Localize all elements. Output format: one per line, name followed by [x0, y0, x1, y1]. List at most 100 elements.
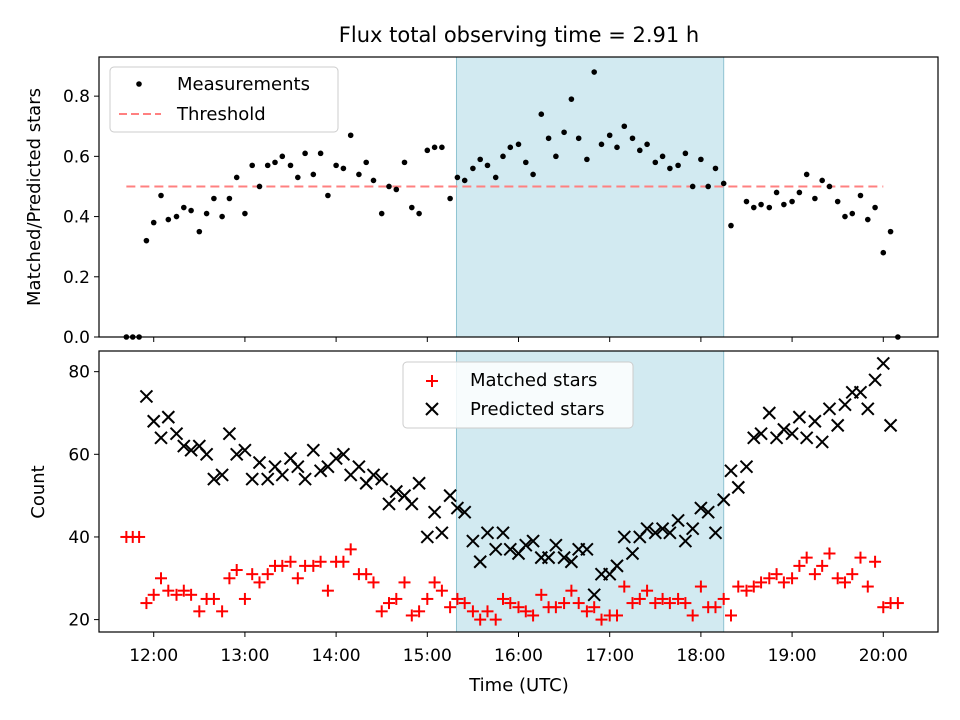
- matched-stars-point: [641, 584, 654, 597]
- predicted-stars-point: [291, 459, 305, 474]
- predicted-stars-point: [617, 530, 631, 544]
- matched-stars-point: [686, 609, 699, 622]
- matched-stars-point: [177, 584, 190, 597]
- predicted-stars-point: [199, 447, 214, 462]
- measurements-point: [340, 165, 347, 172]
- ratio-legend: Measurements Threshold: [109, 66, 339, 133]
- predicted-stars-point: [762, 406, 776, 420]
- matched-stars-point: [732, 580, 745, 593]
- matched-stars-point: [595, 613, 608, 626]
- matched-stars-point: [428, 576, 441, 589]
- matched-stars-point: [367, 576, 380, 589]
- measurements-point: [781, 201, 787, 208]
- matched-stars-point: [558, 597, 571, 610]
- matched-stars-point: [694, 580, 707, 593]
- matched-stars-point: [777, 576, 790, 589]
- ratio-y-tick-label: 0.4: [63, 208, 90, 228]
- measurements-point: [705, 183, 711, 190]
- predicted-stars-point: [876, 356, 890, 371]
- matched-stars-point: [572, 597, 585, 610]
- measurements-point: [295, 174, 301, 181]
- predicted-stars-point: [564, 555, 579, 569]
- matched-stars-point: [588, 601, 601, 614]
- measurements-point: [484, 162, 491, 169]
- predicted-stars-point: [161, 410, 176, 424]
- matched-stars-point: [724, 609, 737, 622]
- count-x-tick-label: 19:00: [768, 646, 817, 666]
- count-x-tick-label: 14:00: [312, 646, 361, 666]
- matched-stars-point: [337, 555, 350, 568]
- measurements-point: [401, 159, 408, 166]
- count-x-tick-label: 16:00: [494, 646, 543, 666]
- measurements-point: [812, 195, 818, 202]
- measurements-point: [689, 183, 696, 190]
- predicted-stars-point: [405, 497, 419, 511]
- measurements-point: [378, 210, 385, 217]
- matched-stars-point: [717, 592, 730, 605]
- ratio-y-tick-label: 0.8: [63, 87, 90, 107]
- matched-stars-point: [869, 555, 882, 568]
- measurements-point: [310, 171, 317, 178]
- measurements-point: [188, 207, 194, 214]
- predicted-stars-point: [747, 431, 761, 445]
- measurements-point: [196, 228, 203, 235]
- legend-predicted-label: Predicted stars: [470, 399, 604, 420]
- measurements-point: [264, 162, 271, 169]
- matched-stars-point: [763, 572, 776, 585]
- matched-stars-point: [831, 572, 844, 585]
- predicted-stars-point: [352, 459, 366, 474]
- matched-stars-point: [314, 555, 327, 568]
- matched-stars-point: [375, 605, 388, 618]
- matched-stars-point: [405, 609, 418, 622]
- matched-stars-point: [435, 584, 448, 597]
- predicted-stars-point: [853, 385, 868, 400]
- measurements-point: [233, 174, 240, 181]
- measurements-point: [150, 219, 157, 226]
- measurements-point: [181, 204, 187, 211]
- count-x-tick-label: 15:00: [403, 646, 452, 666]
- predicted-stars-point: [275, 468, 290, 482]
- ratio-panel-frame: [98, 56, 939, 338]
- matched-stars-point: [421, 592, 434, 605]
- predicted-stars-point: [785, 426, 799, 441]
- matched-stars-point: [291, 572, 304, 585]
- measurements-point: [584, 156, 590, 163]
- measurements-point: [500, 153, 506, 160]
- measurements-point: [591, 69, 597, 75]
- legend-predicted-marker: [425, 402, 439, 416]
- matched-stars-point: [253, 576, 266, 589]
- predicted-stars-point: [694, 501, 708, 515]
- legend-measurements-label: Measurements: [177, 74, 310, 95]
- matched-stars-point: [504, 597, 517, 610]
- predicted-stars-point: [663, 526, 677, 540]
- matched-stars-point: [246, 568, 259, 581]
- count-x-tick-label: 17:00: [585, 646, 634, 666]
- measurements-point: [826, 183, 833, 190]
- predicted-stars-point: [648, 526, 663, 540]
- predicted-stars-point: [154, 431, 168, 445]
- predicted-stars-point: [382, 497, 396, 511]
- predicted-stars-point: [822, 402, 837, 416]
- predicted-stars-point: [716, 493, 731, 507]
- matched-stars-point: [344, 543, 357, 556]
- matched-stars-point: [618, 580, 631, 593]
- matched-stars-point: [207, 592, 220, 605]
- predicted-stars-point: [252, 455, 267, 470]
- predicted-stars-point: [496, 526, 510, 540]
- matched-stars-point: [709, 601, 722, 614]
- measurements-point: [842, 213, 848, 220]
- matched-stars-point: [133, 530, 146, 543]
- matched-stars-point: [512, 601, 525, 614]
- matched-stars-point: [383, 597, 396, 610]
- measurements-point: [470, 165, 476, 172]
- predicted-stars-point: [754, 426, 768, 441]
- predicted-stars-point: [519, 538, 533, 552]
- measurements-point: [211, 195, 217, 202]
- predicted-stars-point: [480, 526, 495, 540]
- measurements-point: [431, 144, 438, 151]
- count-y-axis-label: Count: [28, 465, 49, 518]
- predicted-stars-point: [177, 439, 191, 453]
- matched-stars-point: [223, 572, 236, 585]
- measurements-point: [819, 177, 825, 184]
- matched-stars-point: [307, 559, 320, 572]
